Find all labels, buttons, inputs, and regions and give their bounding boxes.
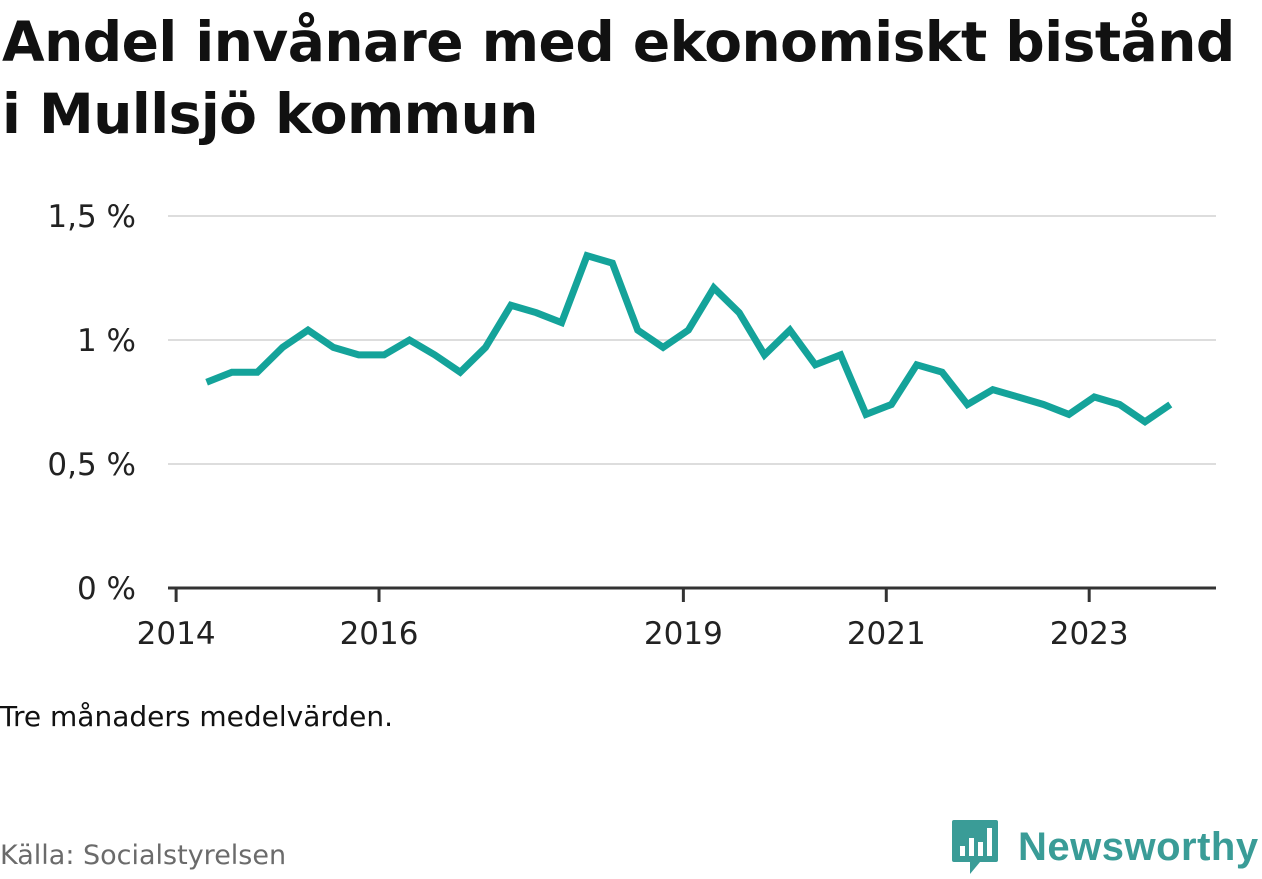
gridlines	[168, 215, 1216, 465]
x-tick-label: 2021	[847, 616, 926, 652]
x-axis: 2014 2016 2019 2021 2023	[137, 586, 1216, 652]
chart-title: Andel invånare med ekonomiskt bistånd i …	[2, 10, 1235, 146]
newsworthy-logo-icon	[952, 820, 998, 874]
x-tick-label: 2023	[1050, 616, 1129, 652]
x-tick-label: 2019	[644, 616, 723, 652]
newsworthy-logo: Newsworthy	[950, 818, 1259, 876]
y-tick-label: 1 %	[77, 323, 136, 359]
series-line	[205, 251, 1173, 427]
series-layer	[205, 251, 1173, 427]
y-tick-label: 1,5 %	[47, 199, 136, 235]
source-credit: Källa: Socialstyrelsen	[0, 840, 287, 871]
y-tick-label: 0 %	[77, 571, 136, 607]
y-tick-label: 0,5 %	[47, 447, 136, 483]
brand-name: Newsworthy	[1018, 824, 1259, 869]
x-tick-label: 2014	[137, 616, 216, 652]
x-tick-label: 2016	[340, 616, 419, 652]
line-chart: 0 % 0,5 % 1 % 1,5 % 2014 2016 2019 2021 2023	[47, 199, 1216, 652]
chart-note: Tre månaders medelvärden.	[0, 700, 394, 733]
y-axis-labels: 0 % 0,5 % 1 % 1,5 %	[47, 199, 136, 607]
